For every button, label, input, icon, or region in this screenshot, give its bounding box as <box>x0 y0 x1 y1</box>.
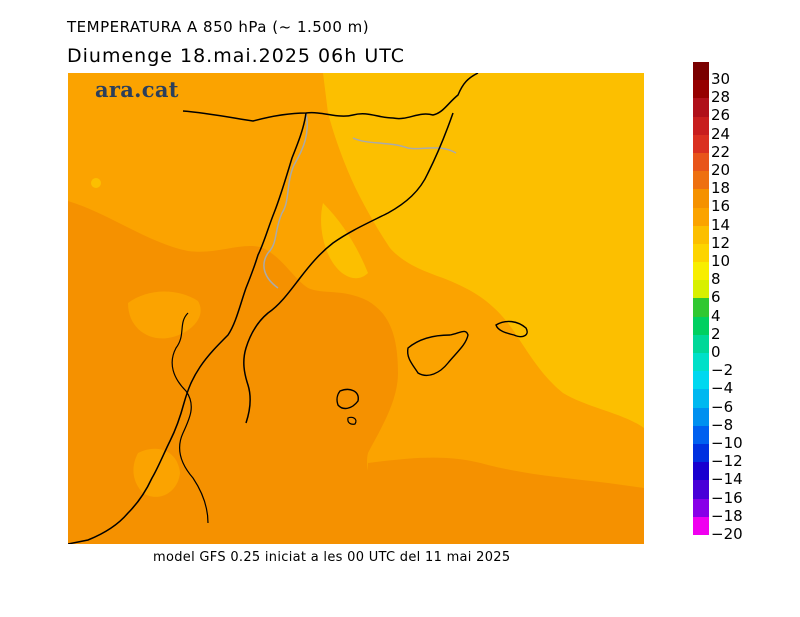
legend-swatch <box>693 316 709 335</box>
political-border <box>263 112 457 289</box>
legend-swatch <box>693 280 709 299</box>
legend-swatch <box>693 207 709 226</box>
legend-label: −2 <box>711 361 734 380</box>
legend-label: 28 <box>711 88 731 107</box>
legend-label: 0 <box>711 343 721 361</box>
legend-label: −4 <box>711 379 734 398</box>
legend-label: −18 <box>711 506 743 525</box>
legend-swatch <box>693 298 709 317</box>
temperature-map <box>68 73 644 544</box>
map-subtitle: Diumenge 18.mai.2025 06h UTC <box>67 45 405 67</box>
map-title: TEMPERATURA A 850 hPa (~ 1.500 m) <box>67 18 370 36</box>
legend-swatch <box>693 334 709 353</box>
legend-swatch <box>693 98 709 117</box>
coastline-north <box>182 73 479 122</box>
legend-label: −14 <box>711 470 743 489</box>
legend-label: 20 <box>711 161 731 179</box>
legend-swatch <box>693 480 709 499</box>
legend-label: −12 <box>711 452 743 471</box>
temperature-field-warm-spot <box>91 178 101 188</box>
legend-label: 14 <box>711 215 731 234</box>
coastline-catalonia <box>243 112 454 424</box>
legend-swatch <box>693 353 709 372</box>
legend-swatch <box>693 171 709 190</box>
legend-swatch <box>693 462 709 481</box>
legend-label: 22 <box>711 142 731 161</box>
island-ibiza <box>336 388 359 410</box>
legend-label: −20 <box>711 525 743 543</box>
legend-swatch <box>693 498 709 517</box>
legend-label: 10 <box>711 252 731 270</box>
legend-swatch <box>693 407 709 426</box>
legend-label: 12 <box>711 233 731 252</box>
legend-label: 26 <box>711 106 731 125</box>
island-mallorca <box>406 330 469 377</box>
legend-label: −6 <box>711 397 734 416</box>
legend-swatch <box>693 443 709 463</box>
coastline-east <box>68 112 307 544</box>
legend-swatch <box>693 134 709 153</box>
legend-swatch <box>693 152 709 172</box>
legend-label: 6 <box>711 288 721 307</box>
legend-swatch <box>693 80 709 99</box>
legend-label: 8 <box>711 270 721 289</box>
legend-swatch <box>693 116 709 135</box>
legend-label: −8 <box>711 415 734 434</box>
temperature-field-16-18-south <box>368 457 644 544</box>
ara-cat-logo: ara.cat <box>95 77 179 102</box>
temperature-field-12-14-coast <box>321 203 368 279</box>
legend-swatch <box>693 62 709 81</box>
legend-label: 30 <box>711 70 731 88</box>
legend-label: 24 <box>711 124 731 143</box>
model-caption: model GFS 0.25 iniciat a les 00 UTC del … <box>153 550 511 565</box>
legend-swatch <box>693 225 709 244</box>
legend-swatch <box>693 425 709 444</box>
legend-swatch <box>693 262 709 281</box>
legend-label: −16 <box>711 488 743 507</box>
island-formentera <box>347 416 357 425</box>
color-legend <box>693 62 709 535</box>
legend-swatch <box>693 189 709 208</box>
legend-swatch <box>693 371 709 390</box>
legend-label: 16 <box>711 197 731 216</box>
legend-swatch <box>693 389 709 408</box>
legend-swatch <box>693 243 709 263</box>
regional-border <box>171 312 209 524</box>
legend-label: 2 <box>711 324 721 343</box>
legend-label: 18 <box>711 179 731 198</box>
legend-label: 4 <box>711 306 721 325</box>
temperature-field-12-14 <box>323 73 644 428</box>
legend-swatch <box>693 516 709 535</box>
legend-label: −10 <box>711 434 743 452</box>
temperature-field-14-16-patch-b <box>133 448 180 497</box>
island-menorca <box>495 320 528 338</box>
